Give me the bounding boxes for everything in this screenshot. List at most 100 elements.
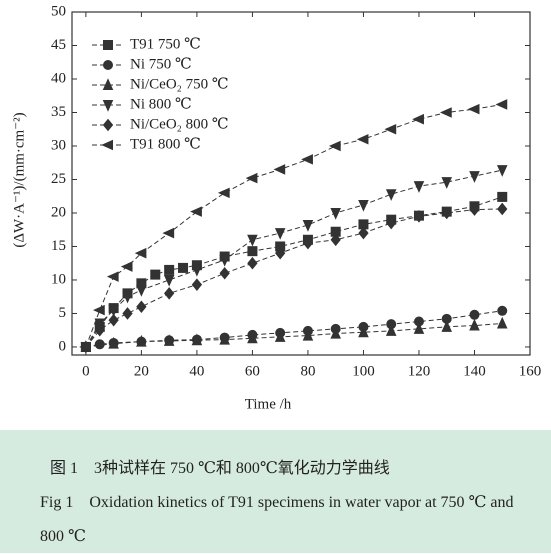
marker — [441, 177, 453, 189]
marker — [273, 164, 286, 175]
marker — [358, 199, 369, 212]
legend-marker — [102, 118, 114, 132]
legend-marker — [101, 139, 113, 151]
legend-label: Ni/CeO₂ 750 ℃ — [130, 76, 229, 92]
marker — [385, 324, 397, 336]
chart: Time /h (ΔW·A⁻¹)/(mm·cm⁻²) 0 20 40 60 80 100 1… — [11, 3, 542, 412]
marker — [497, 305, 508, 316]
marker — [358, 325, 369, 338]
marker — [106, 271, 119, 282]
marker — [108, 313, 119, 327]
marker — [496, 316, 508, 329]
x-tick-label: 40 — [189, 363, 204, 379]
marker — [122, 291, 133, 304]
marker — [190, 206, 202, 217]
marker — [302, 220, 314, 232]
marker — [136, 334, 147, 347]
series-line — [85, 208, 503, 348]
marker — [384, 123, 397, 135]
y-tick-label: 20 — [51, 204, 66, 220]
marker — [247, 234, 258, 247]
marker — [274, 330, 286, 342]
marker — [356, 134, 369, 145]
legend-label: T91 750 ℃ — [130, 36, 201, 52]
marker — [191, 264, 203, 277]
marker — [94, 323, 105, 337]
marker — [301, 154, 313, 165]
y-axis-label: (ΔW·A⁻¹)/(mm·cm⁻²) — [11, 112, 27, 247]
marker — [274, 228, 286, 240]
x-tick-label: 140 — [463, 363, 486, 379]
marker — [247, 246, 258, 257]
marker — [469, 318, 480, 331]
marker — [441, 320, 453, 332]
marker — [497, 202, 508, 216]
marker — [413, 181, 425, 193]
y-tick-label: 25 — [51, 171, 66, 187]
marker — [496, 165, 508, 177]
y-tick-label: 15 — [51, 238, 66, 254]
y-tick-label: 5 — [59, 305, 67, 321]
y-tick-label: 10 — [51, 271, 66, 287]
caption-zh: 图 1 3种试样在 750 ℃和 800℃氧化动力学曲线 — [50, 460, 390, 477]
marker — [136, 300, 147, 314]
marker — [134, 247, 147, 259]
marker — [219, 332, 230, 345]
marker — [275, 246, 286, 260]
x-tick-label: 0 — [82, 363, 90, 379]
marker — [217, 187, 230, 199]
marker — [150, 269, 161, 280]
series-line — [85, 310, 503, 348]
marker — [164, 264, 175, 275]
marker — [247, 331, 258, 344]
marker — [191, 333, 203, 346]
x-tick-label: 60 — [245, 363, 260, 379]
legend-label: T91 800 ℃ — [130, 136, 201, 152]
marker — [93, 304, 105, 316]
plot-frame — [71, 11, 531, 356]
legend-marker — [102, 100, 114, 112]
y-tick-label: 30 — [51, 137, 66, 153]
marker — [108, 336, 119, 349]
marker — [467, 103, 480, 115]
legend-marker — [103, 40, 113, 50]
y-tick-label: 45 — [51, 37, 66, 53]
marker — [164, 287, 175, 300]
marker — [163, 334, 175, 346]
marker — [469, 171, 480, 183]
marker — [302, 328, 314, 341]
marker — [412, 113, 424, 125]
marker — [469, 309, 480, 320]
marker — [497, 191, 508, 202]
marker — [191, 278, 203, 291]
marker — [495, 99, 508, 110]
y-tick-label: 0 — [59, 338, 67, 354]
marker — [413, 322, 425, 334]
y-tick-label: 50 — [51, 3, 66, 19]
marker — [247, 256, 258, 270]
x-axis-label: Time /h — [245, 396, 292, 412]
caption-en: Fig 1 Oxidation kinetics of T91 specimen… — [40, 494, 514, 545]
marker — [178, 262, 189, 273]
marker — [330, 326, 341, 339]
marker — [440, 107, 452, 118]
marker — [120, 261, 133, 272]
caption: 图 1 3种试样在 750 ℃和 800℃氧化动力学曲线 Fig 1 Oxida… — [0, 430, 551, 553]
x-tick-label: 120 — [408, 363, 431, 379]
marker — [386, 216, 397, 230]
marker — [79, 341, 91, 353]
x-tick-label: 100 — [352, 363, 375, 379]
series-line — [85, 323, 503, 348]
marker — [219, 254, 230, 267]
legend-label: Ni/CeO₂ 800 ℃ — [130, 116, 229, 132]
series-line — [85, 169, 503, 348]
y-tick-label: 40 — [51, 70, 66, 86]
marker — [330, 233, 341, 247]
x-tick-label: 160 — [519, 363, 542, 379]
marker — [136, 285, 147, 297]
marker — [358, 226, 369, 240]
marker — [469, 203, 480, 216]
legend-marker — [103, 60, 113, 70]
marker — [330, 207, 341, 220]
